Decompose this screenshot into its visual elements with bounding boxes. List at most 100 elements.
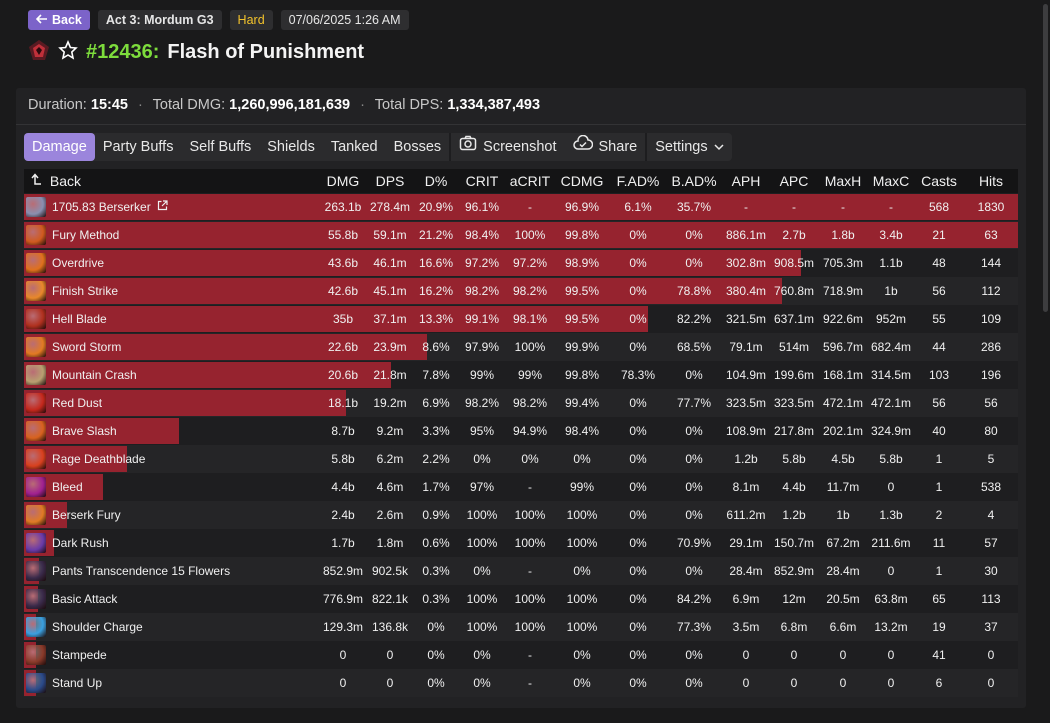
column-header[interactable]: aCRIT <box>509 173 551 189</box>
screenshot-button[interactable]: Screenshot <box>451 133 564 161</box>
skill-row[interactable]: Stand Up 0 0 0% 0% - 0% 0% 0% 0 0 0 0 6 0 <box>24 669 1018 697</box>
column-header[interactable]: F.AD% <box>616 173 660 189</box>
skill-row[interactable]: Hell Blade 35b 37.1m 13.3% 99.1% 98.1% 99.5% 0%… <box>24 305 1018 333</box>
player-row[interactable]: 1705.83 Berserker 263.1b 278.4m 20.9% 96.1% -… <box>24 193 1018 221</box>
stat-cell: 96.9% <box>564 200 600 214</box>
skill-row[interactable]: Berserk Fury 2.4b 2.6m 0.9% 100% 100% 100% 0% 0%… <box>24 501 1018 529</box>
page-scrollbar[interactable] <box>1043 4 1048 312</box>
stat-cell: 0 <box>790 648 798 662</box>
column-header[interactable]: D% <box>424 173 448 189</box>
damage-share-bar <box>24 418 179 444</box>
stat-cell: 0% <box>573 676 591 690</box>
column-header[interactable]: APH <box>731 173 761 189</box>
stat-cell: 99.5% <box>564 284 600 298</box>
skill-icon <box>26 421 46 441</box>
skill-row[interactable]: Sword Storm 22.6b 23.9m 8.6% 97.9% 100% 99.9% 0… <box>24 333 1018 361</box>
tab-party-buffs[interactable]: Party Buffs <box>102 139 174 155</box>
stat-cell: 30 <box>984 564 998 578</box>
skill-row[interactable]: Red Dust 18.1b 19.2m 6.9% 98.2% 98.2% 99.4% 0% 7… <box>24 389 1018 417</box>
stat-cell: 0 <box>987 648 995 662</box>
favorite-star-icon[interactable] <box>58 39 78 65</box>
skill-row[interactable]: Stampede 0 0 0% 0% - 0% 0% 0% 0 0 0 0 41 0 <box>24 641 1018 669</box>
stat-cell: 5.8b <box>331 452 355 466</box>
stat-cell: 217.8m <box>773 424 815 438</box>
column-header[interactable]: DPS <box>375 173 405 189</box>
top-bar: Back Act 3: Mordum G3 Hard 07/06/2025 1:… <box>28 10 409 30</box>
stat-cell: 57 <box>984 536 998 550</box>
stat-cell: 79.1m <box>729 340 763 354</box>
tab-bar: Damage Party Buffs Self Buffs Shields Ta… <box>24 133 732 161</box>
skill-row[interactable]: Rage Deathblade 5.8b 6.2m 2.2% 0% 0% 0% 0% 0% 1.2… <box>24 445 1018 473</box>
column-header[interactable]: CRIT <box>465 173 499 189</box>
stat-cell: 63.8m <box>874 592 908 606</box>
skill-row[interactable]: Mountain Crash 20.6b 21.8m 7.8% 99% 99% 99.8% 7… <box>24 361 1018 389</box>
stat-cell: 99% <box>569 480 595 494</box>
skill-icon <box>26 617 46 637</box>
skill-row[interactable]: Bleed 4.4b 4.6m 1.7% 97% - 99% 0% 0% 8.1m 4.4b 11.7… <box>24 473 1018 501</box>
stat-cell: 100% <box>514 340 546 354</box>
chevron-down-icon <box>714 133 724 161</box>
stat-cell: 78.3% <box>620 368 656 382</box>
stat-cell: 2.7b <box>782 228 806 242</box>
stat-cell: 822.1k <box>371 592 409 606</box>
stat-cell: 278.4m <box>369 200 411 214</box>
stat-cell: 28.4m <box>729 564 763 578</box>
skill-row[interactable]: Dark Rush 1.7b 1.8m 0.6% 100% 100% 100% 0% 70.9%… <box>24 529 1018 557</box>
table-back-button[interactable]: Back <box>24 169 320 193</box>
skill-name: Fury Method <box>52 228 120 242</box>
skill-icon <box>26 505 46 525</box>
skill-row[interactable]: Finish Strike 42.6b 45.1m 16.2% 98.2% 98.2% 99… <box>24 277 1018 305</box>
skill-row[interactable]: Overdrive 43.6b 46.1m 16.6% 97.2% 97.2% 98.9% 0… <box>24 249 1018 277</box>
stat-cell: 323.5m <box>773 396 815 410</box>
stat-cell: 144 <box>980 256 1002 270</box>
stat-cell: 8.1m <box>732 480 760 494</box>
stat-cell: 0% <box>629 284 647 298</box>
settings-dropdown[interactable]: Settings <box>647 133 731 161</box>
stat-cell: 1.1b <box>879 256 903 270</box>
tab-shields[interactable]: Shields <box>267 139 315 155</box>
tab-self-buffs[interactable]: Self Buffs <box>189 139 252 155</box>
stat-cell: 611.2m <box>726 508 766 522</box>
stat-cell: 6.8m <box>780 620 808 634</box>
column-header[interactable]: DMG <box>326 173 360 189</box>
stat-cell: 2.4b <box>331 508 355 522</box>
stat-cell: 4 <box>987 508 995 522</box>
stat-cell: 8.7b <box>331 424 355 438</box>
table-back-label: Back <box>49 173 82 189</box>
stat-cell: 68.5% <box>676 340 712 354</box>
zone-chip: Act 3: Mordum G3 <box>97 10 222 30</box>
stat-cell: 6.9m <box>732 592 760 606</box>
column-header[interactable]: MaxH <box>824 173 862 189</box>
column-header[interactable]: APC <box>779 173 809 189</box>
damage-share-bar <box>24 306 648 332</box>
stat-cell: 302.8m <box>725 256 767 270</box>
stat-cell: 886.1m <box>725 228 767 242</box>
stat-cell: 46.1m <box>373 256 407 270</box>
stat-cell: 1.2b <box>734 452 758 466</box>
column-header[interactable]: Hits <box>978 173 1004 189</box>
skill-icon <box>26 449 46 469</box>
column-header[interactable]: MaxC <box>872 173 910 189</box>
stat-cell: 0% <box>573 564 591 578</box>
skill-row[interactable]: Basic Attack 776.9m 822.1k 0.3% 100% 100% 100%… <box>24 585 1018 613</box>
column-header[interactable]: B.AD% <box>671 173 717 189</box>
skill-name: Red Dust <box>52 396 103 410</box>
share-button[interactable]: Share <box>565 133 646 161</box>
stat-cell: 0% <box>685 424 703 438</box>
duration-value: 15:45 <box>90 97 128 113</box>
skill-row[interactable]: Pants Transcendence 15 Flowers 852.9m 902.… <box>24 557 1018 585</box>
skill-row[interactable]: Brave Slash 8.7b 9.2m 3.3% 95% 94.9% 98.4% 0% 0%… <box>24 417 1018 445</box>
stat-cell: 44 <box>932 340 946 354</box>
skill-name-cell: Mountain Crash <box>24 361 391 389</box>
tab-tanked[interactable]: Tanked <box>330 139 378 155</box>
skill-row[interactable]: Shoulder Charge 129.3m 136.8k 0% 100% 100% 100… <box>24 613 1018 641</box>
skill-name: Brave Slash <box>52 424 117 438</box>
tab-damage[interactable]: Damage <box>24 133 95 161</box>
total-dmg-value: 1,260,996,181,639 <box>229 97 351 113</box>
external-link-icon[interactable] <box>157 200 168 214</box>
column-header[interactable]: CDMG <box>560 173 604 189</box>
tab-bosses[interactable]: Bosses <box>393 139 442 155</box>
column-header[interactable]: Casts <box>921 173 957 189</box>
skill-row[interactable]: Fury Method 55.8b 59.1m 21.2% 98.4% 100% 99.8%… <box>24 221 1018 249</box>
back-button[interactable]: Back <box>28 10 90 30</box>
